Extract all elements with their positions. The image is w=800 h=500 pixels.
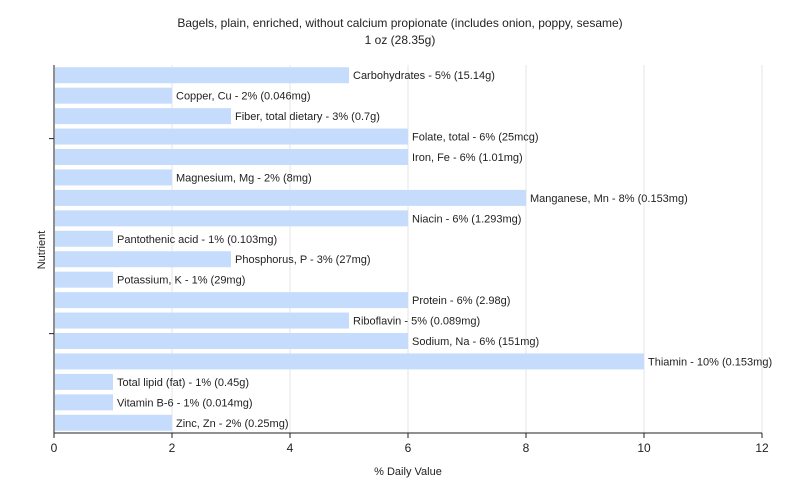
bar [55, 312, 349, 329]
bar [55, 67, 349, 84]
x-tick-label: 10 [637, 441, 651, 455]
chart-title: Bagels, plain, enriched, without calcium… [177, 16, 623, 30]
x-tick-label: 4 [287, 441, 294, 455]
y-axis-label: Nutrient [36, 230, 48, 270]
bar-label: Folate, total - 6% (25mcg) [412, 132, 539, 144]
bar-label: Sodium, Na - 6% (151mg) [412, 336, 539, 348]
x-tick-label: 8 [523, 441, 530, 455]
x-tick-label: 2 [169, 441, 176, 455]
bar [55, 414, 172, 431]
x-tick-label: 6 [405, 441, 412, 455]
bar [55, 210, 408, 227]
bar-label: Zinc, Zn - 2% (0.25mg) [176, 418, 288, 430]
bar [55, 373, 113, 390]
bar [55, 394, 113, 411]
bar [55, 292, 408, 309]
x-tick-label: 0 [51, 441, 58, 455]
bar-label: Vitamin B-6 - 1% (0.014mg) [117, 397, 253, 409]
bar [55, 189, 526, 206]
bar-label: Niacin - 6% (1.293mg) [412, 213, 521, 225]
bar-label: Potassium, K - 1% (29mg) [117, 275, 245, 287]
bar [55, 271, 113, 288]
bar-label: Copper, Cu - 2% (0.046mg) [176, 91, 311, 103]
bar-label: Pantothenic acid - 1% (0.103mg) [117, 234, 277, 246]
bar-label: Total lipid (fat) - 1% (0.45g) [117, 377, 249, 389]
bar-label: Thiamin - 10% (0.153mg) [648, 356, 772, 368]
bar [55, 149, 408, 165]
bar [55, 108, 231, 125]
bar-label: Iron, Fe - 6% (1.01mg) [412, 152, 523, 164]
bar [55, 230, 113, 247]
bar [55, 87, 172, 104]
chart-subtitle: 1 oz (28.35g) [364, 33, 436, 47]
bar-label: Fiber, total dietary - 3% (0.7g) [235, 111, 380, 123]
bar-label: Riboflavin - 5% (0.089mg) [353, 316, 480, 328]
bar-label: Carbohydrates - 5% (15.14g) [353, 70, 495, 82]
bar-label: Magnesium, Mg - 2% (8mg) [176, 172, 312, 184]
bar [55, 353, 644, 370]
bar [55, 128, 408, 145]
x-tick-label: 12 [755, 441, 769, 455]
bar [55, 333, 408, 349]
bar-label: Phosphorus, P - 3% (27mg) [235, 254, 371, 266]
x-axis-label: % Daily Value [374, 466, 442, 478]
bar [55, 169, 172, 186]
bar-label: Manganese, Mn - 8% (0.153mg) [530, 193, 688, 205]
bar-label: Protein - 6% (2.98g) [412, 295, 510, 307]
bar [55, 251, 231, 268]
